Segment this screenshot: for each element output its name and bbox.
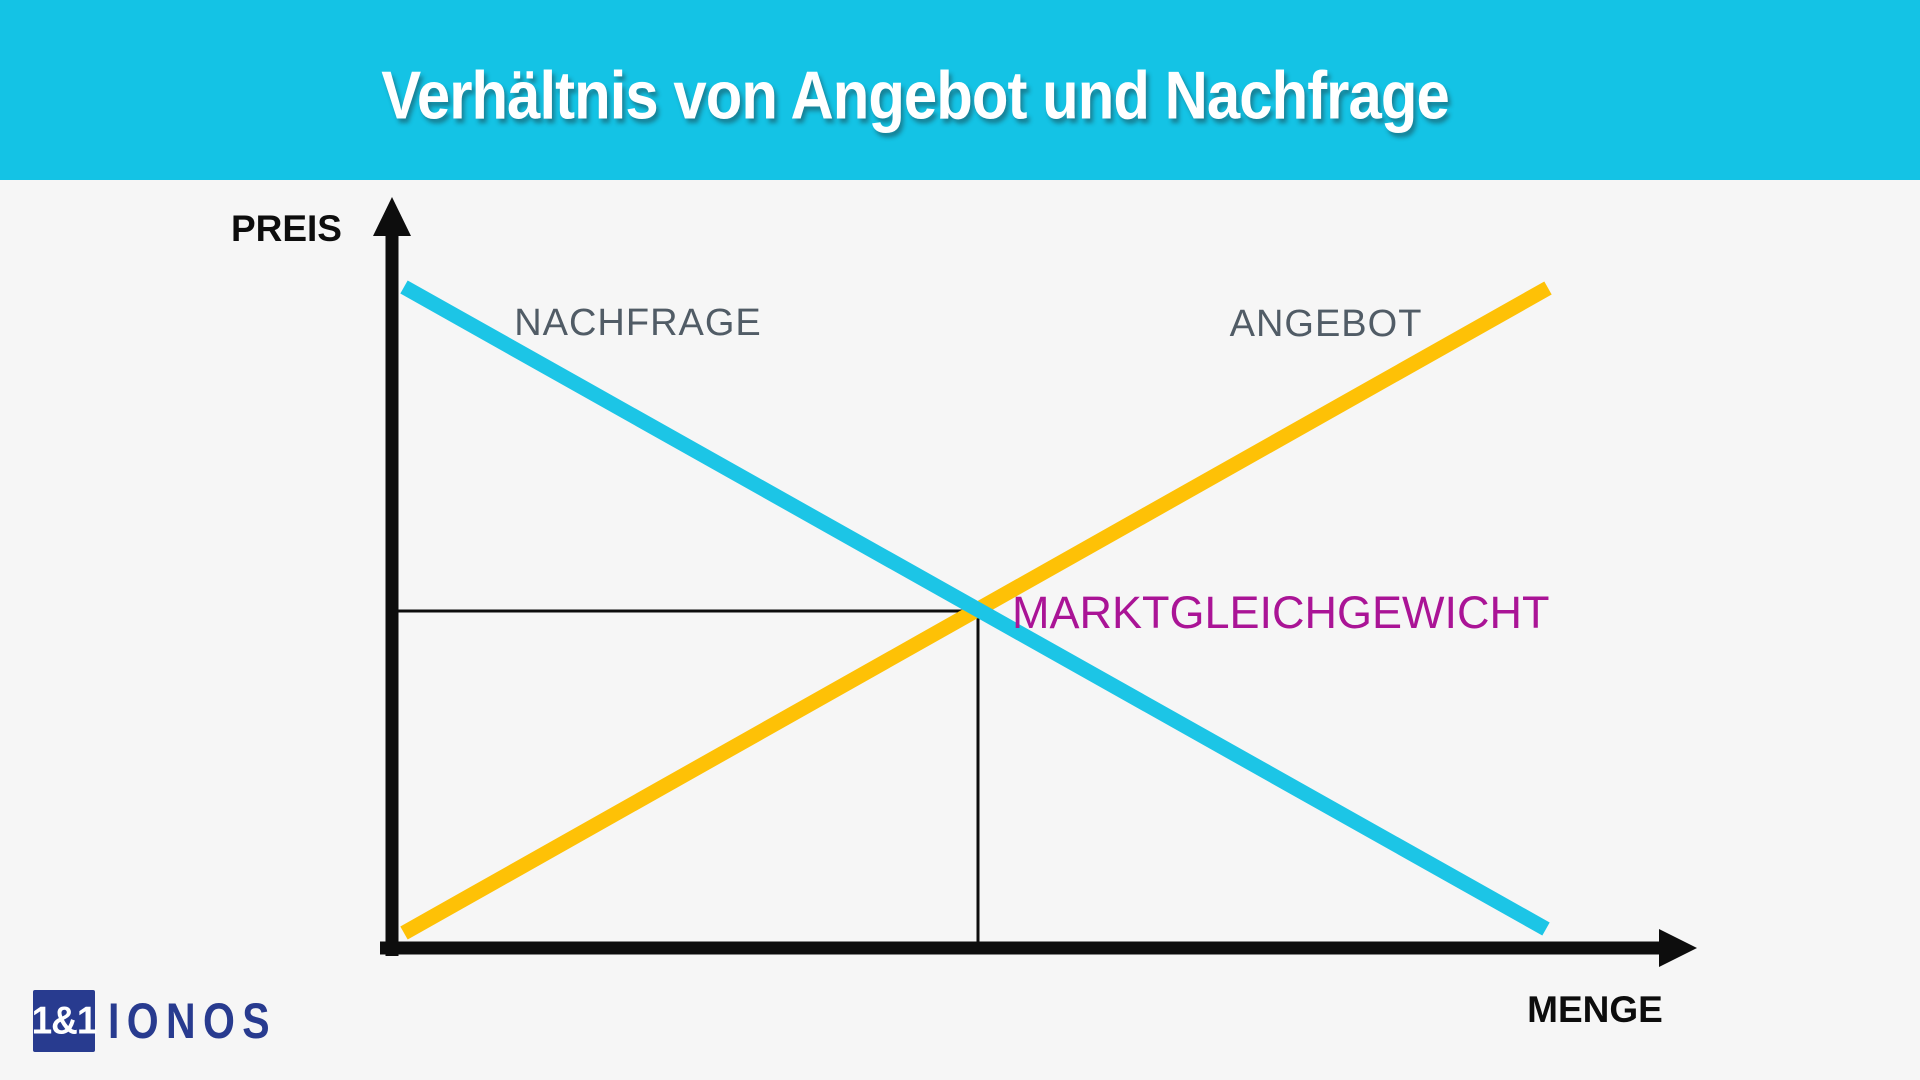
logo-1and1-text: 1&1 [31,998,98,1042]
brand-logo: 1&1 IONOS [31,990,314,1052]
supply-line-label: ANGEBOT [1229,303,1423,345]
x-axis-label: MENGE [1527,989,1663,1030]
demand-line-label: NACHFRAGE [514,302,762,344]
demand-line [400,280,1550,936]
header-band: Verhältnis von Angebot und Nachfrage [0,0,1920,180]
page-title: Verhältnis von Angebot und Nachfrage [381,58,1450,134]
y-axis-arrow-icon [373,197,411,236]
equilibrium-label: MARKTGLEICHGEWICHT [1012,587,1550,638]
logo-1and1-square: 1&1 [31,990,98,1052]
x-axis-arrow-icon [1659,929,1697,967]
y-axis-label: PREIS [230,208,342,249]
logo-ionos-text: IONOS [108,993,278,1049]
